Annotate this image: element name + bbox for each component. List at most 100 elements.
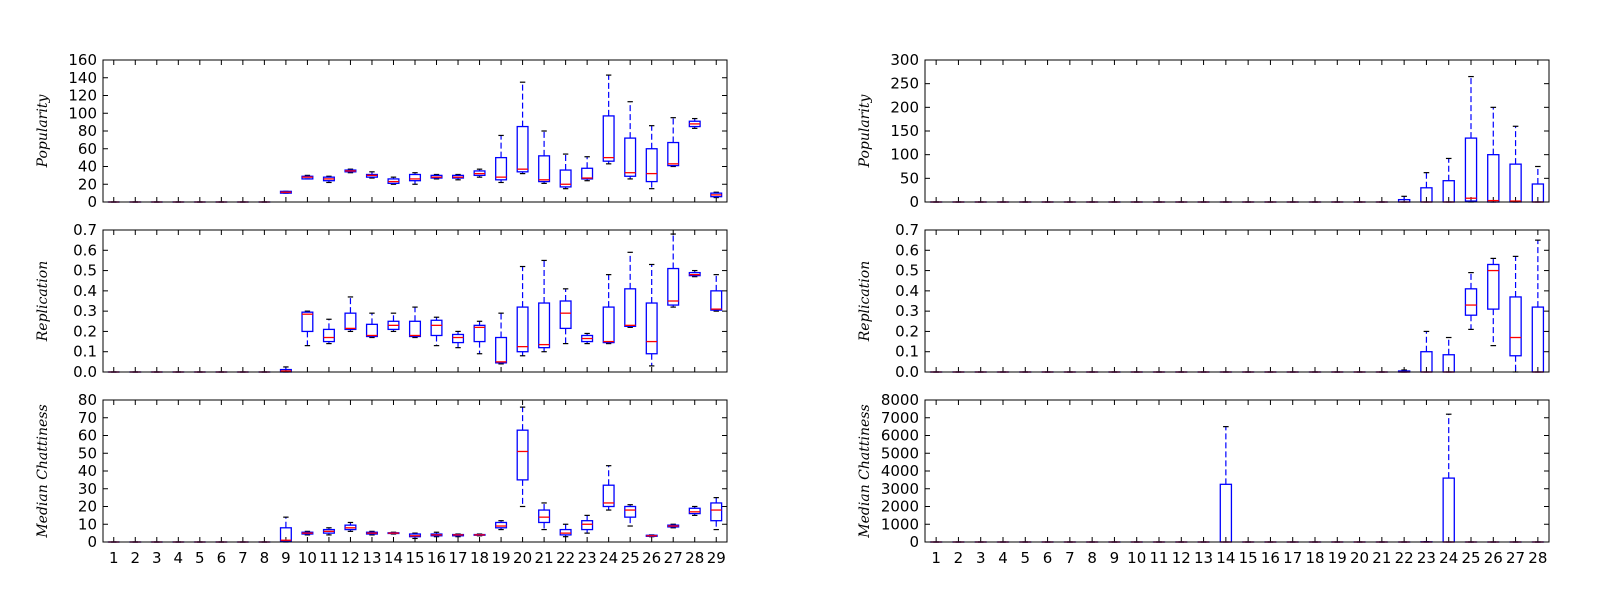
y-tick-label: 3000 (881, 480, 919, 498)
box-16 (430, 531, 443, 538)
box-28 (688, 269, 701, 278)
box-19 (495, 134, 508, 184)
box-22 (559, 288, 572, 345)
box-14 (387, 531, 400, 535)
iqr-box (559, 528, 572, 536)
x-tick-label: 14 (1216, 549, 1235, 567)
iqr-box (1442, 477, 1455, 543)
iqr-box (495, 336, 508, 364)
box-23 (581, 156, 594, 182)
x-tick-label: 11 (1149, 549, 1168, 567)
x-tick-label: 4 (998, 549, 1008, 567)
y-tick-label: 250 (890, 75, 919, 93)
x-tick-label: 16 (1261, 549, 1280, 567)
x-tick-label: 11 (319, 549, 338, 567)
iqr-box (430, 319, 443, 337)
y-tick-label: 0.0 (895, 363, 919, 381)
iqr-box (645, 148, 658, 183)
chart-panel-popularity-b: 0 50 100 150 200 250 300 Popularity (857, 51, 1550, 211)
box-24 (1442, 157, 1455, 203)
x-tick-label: 8 (1087, 549, 1097, 567)
y-tick-label: 0.5 (73, 262, 97, 280)
x-tick-label: 28 (685, 549, 704, 567)
y-tick-label: 20 (78, 498, 97, 516)
box-17 (452, 330, 465, 349)
box-26 (645, 534, 658, 538)
iqr-box (516, 306, 529, 353)
y-axis-label: Popularity (35, 94, 51, 169)
x-tick-label: 20 (1350, 549, 1369, 567)
y-tick-label: 0 (87, 533, 97, 551)
iqr-box (408, 173, 422, 182)
iqr-box (602, 484, 615, 508)
y-tick-label: 7000 (881, 409, 919, 427)
x-tick-label: 21 (535, 549, 554, 567)
x-tick-label: 12 (341, 549, 360, 567)
iqr-box (602, 115, 615, 162)
y-tick-label: 0 (87, 193, 97, 211)
x-tick-label: 3 (976, 549, 986, 567)
box-15 (408, 306, 422, 339)
box-21 (538, 502, 551, 531)
x-tick-label: 3 (152, 549, 162, 567)
x-tick-label: 13 (1194, 549, 1213, 567)
iqr-box (452, 333, 465, 344)
box-27 (667, 233, 680, 308)
y-tick-label: 40 (78, 462, 97, 480)
iqr-box (279, 527, 292, 542)
box-25 (624, 504, 637, 527)
y-tick-label: 0.7 (895, 221, 919, 239)
y-tick-label: 120 (68, 87, 97, 105)
y-tick-label: 5000 (881, 444, 919, 462)
iqr-box (495, 156, 508, 181)
y-tick-label: 30 (78, 480, 97, 498)
x-tick-label: 27 (1506, 549, 1525, 567)
box-14 (1219, 426, 1233, 543)
y-tick-label: 6000 (881, 427, 919, 445)
y-tick-label: 300 (890, 51, 919, 69)
box-15 (408, 172, 422, 185)
x-tick-label: 5 (195, 549, 205, 567)
iqr-box (1219, 483, 1233, 543)
box-10 (301, 174, 314, 180)
x-tick-label: 15 (1239, 549, 1258, 567)
chart-panel-replication-a: 0.0 0.1 0.2 0.3 0.4 0.5 0.6 0.7 Replication (35, 221, 728, 381)
box-19 (495, 312, 508, 365)
y-tick-label: 0 (909, 193, 919, 211)
y-tick-label: 0.5 (895, 262, 919, 280)
box-13 (365, 312, 378, 339)
box-14 (387, 312, 400, 333)
iqr-box (473, 324, 486, 343)
box-17 (452, 173, 465, 181)
y-tick-label: 60 (78, 140, 97, 158)
x-tick-label: 10 (1127, 549, 1146, 567)
x-tick-label: 28 (1528, 549, 1547, 567)
y-tick-label: 0.6 (73, 241, 97, 259)
box-23 (581, 514, 594, 534)
iqr-box (1464, 137, 1478, 202)
y-tick-label: 150 (890, 122, 919, 140)
y-tick-label: 200 (890, 98, 919, 116)
x-tick-label: 10 (298, 549, 317, 567)
x-tick-label: 18 (470, 549, 489, 567)
box-18 (473, 533, 486, 537)
iqr-box (1509, 163, 1522, 203)
y-tick-label: 4000 (881, 462, 919, 480)
box-16 (430, 316, 443, 347)
box-9 (279, 190, 292, 194)
box-18 (473, 168, 486, 178)
box-25 (1464, 272, 1478, 330)
y-axis-label: Median Chattiness (35, 404, 51, 538)
x-tick-label: 17 (1283, 549, 1302, 567)
x-tick-label: 17 (448, 549, 467, 567)
box-10 (301, 530, 314, 536)
box-26 (645, 263, 658, 367)
box-14 (387, 176, 400, 185)
box-11 (322, 527, 335, 536)
x-tick-label: 6 (1043, 549, 1053, 567)
iqr-box (408, 320, 422, 338)
axes-frame (102, 59, 728, 203)
box-27 (667, 523, 680, 529)
